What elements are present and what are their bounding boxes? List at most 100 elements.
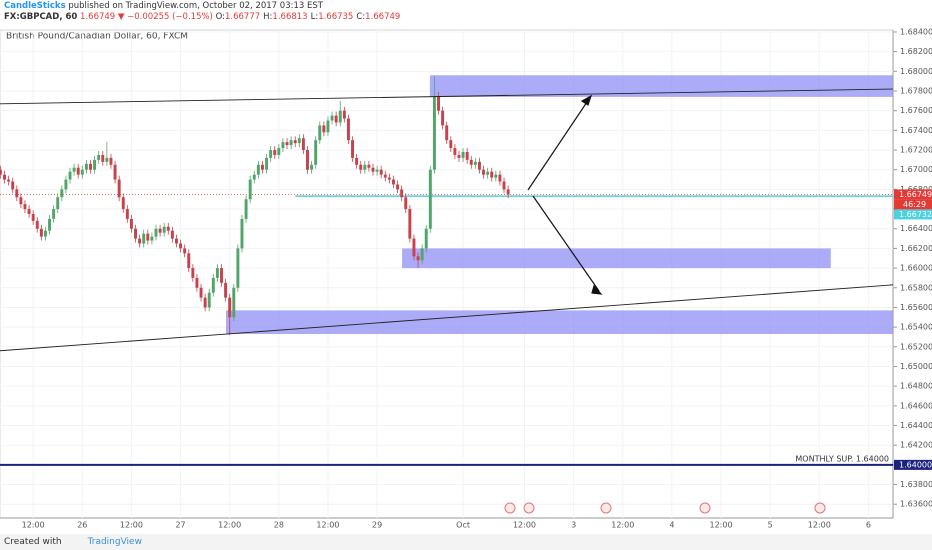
y-tick-label: 1.67600 [900,106,932,115]
candle-body [121,197,125,210]
candle-body [420,248,424,261]
x-tick-label: 12:00 [22,521,45,530]
candle-body [224,282,228,298]
arrow-head [591,284,603,295]
change: ▼ −0.00255 (−0.15%) [117,12,213,22]
x-tick-label: 12:00 [120,521,143,530]
candle-body [158,228,162,233]
y-tick-label: 1.67400 [900,126,932,135]
candle-body [371,167,375,172]
x-tick-label: 12:00 [218,521,241,530]
candle-body [27,209,31,214]
brand: TradingView [87,537,142,547]
candle-body [277,148,281,155]
candle-body [408,209,412,239]
chart: British Pound/Canadian Dollar, 60, FXCM … [0,27,932,530]
candle-body [326,120,330,133]
candle-body [97,154,101,160]
candle-body [60,189,64,198]
created-with: Created with [4,537,62,547]
candle-body [392,179,395,185]
candle-body [232,287,236,318]
candle-body [203,297,207,308]
candle-body [129,218,133,229]
cyan-tag: 1.66732 [899,210,932,219]
candle-body [80,169,84,175]
y-tick-label: 1.66200 [900,244,932,253]
candle-body [150,236,154,241]
y-tick-label: 1.64600 [900,401,932,410]
y-tick-label: 1.65000 [900,362,932,371]
candle-body [215,268,219,278]
candle-body [437,95,440,111]
y-tick-label: 1.66000 [900,264,932,273]
candle-body [138,238,142,244]
y-tick-label: 1.65200 [900,342,932,351]
candle-body [432,95,436,170]
candle-body [449,140,453,149]
candle-body [477,161,481,170]
y-tick-label: 1.68200 [900,47,932,56]
publish-line: CandleSticks published on TradingView.co… [4,1,403,12]
candle-body [248,179,252,200]
candle-body [195,277,199,288]
y-tick-label: 1.67000 [900,165,932,174]
candle-body [101,154,105,162]
candle-body [89,163,92,170]
candle-body [265,157,269,170]
y-tick-label: 1.67800 [900,87,932,96]
candle-body [35,220,39,229]
countdown: 46:29 [903,200,926,209]
event-icon [600,502,612,514]
candle-body [105,157,109,162]
candle-body [19,197,23,205]
ohlc: O:1.66777 H:1.66813 L:1.66735 C:1.66749 [216,12,404,22]
candle-body [187,253,191,269]
candle-body [260,164,264,170]
ohlc-value: 1.66735 [318,12,354,22]
candle-body [351,140,355,158]
ohlc-label: C: [356,12,366,22]
candle-body [56,197,60,210]
candle-body [441,110,445,126]
event-icon [504,502,516,514]
candle-body [236,248,240,288]
candle-body [134,228,138,239]
candle-body [465,152,469,160]
candle-body [252,174,256,180]
candle-body [416,256,420,261]
candle-body [387,177,391,180]
plot-area [0,29,894,519]
x-tick-label: 27 [175,521,185,530]
event-icon [699,502,711,514]
candle-body [404,197,408,210]
candle-body [461,152,465,158]
candle-body [146,233,150,241]
cyan-tag-box [894,209,932,220]
candle-body [301,138,305,151]
candle-body [269,150,273,158]
candle-body [310,164,314,170]
zone [226,310,894,335]
candle-body [363,164,367,170]
zone [429,75,893,97]
trend-line [0,88,894,105]
candle-body [3,174,6,180]
monthly-tag-box [894,459,932,470]
y-tick-label: 1.64200 [900,441,932,450]
footer: Created with TradingView [0,534,932,550]
candle-body [338,110,342,123]
countdown-box [894,199,932,210]
candle-body [207,292,211,308]
y-tick-label: 1.68400 [900,27,932,36]
candle-body [240,218,244,249]
y-tick-label: 1.68000 [900,67,932,76]
candle-body [289,140,293,146]
y-tick-label: 1.63800 [900,480,932,489]
candle-body [109,157,113,165]
candle-body [494,174,498,178]
candle-body [379,169,383,175]
y-tick-label: 1.65600 [900,303,932,312]
candle-body [424,228,428,249]
y-tick-label: 1.64400 [900,421,932,430]
